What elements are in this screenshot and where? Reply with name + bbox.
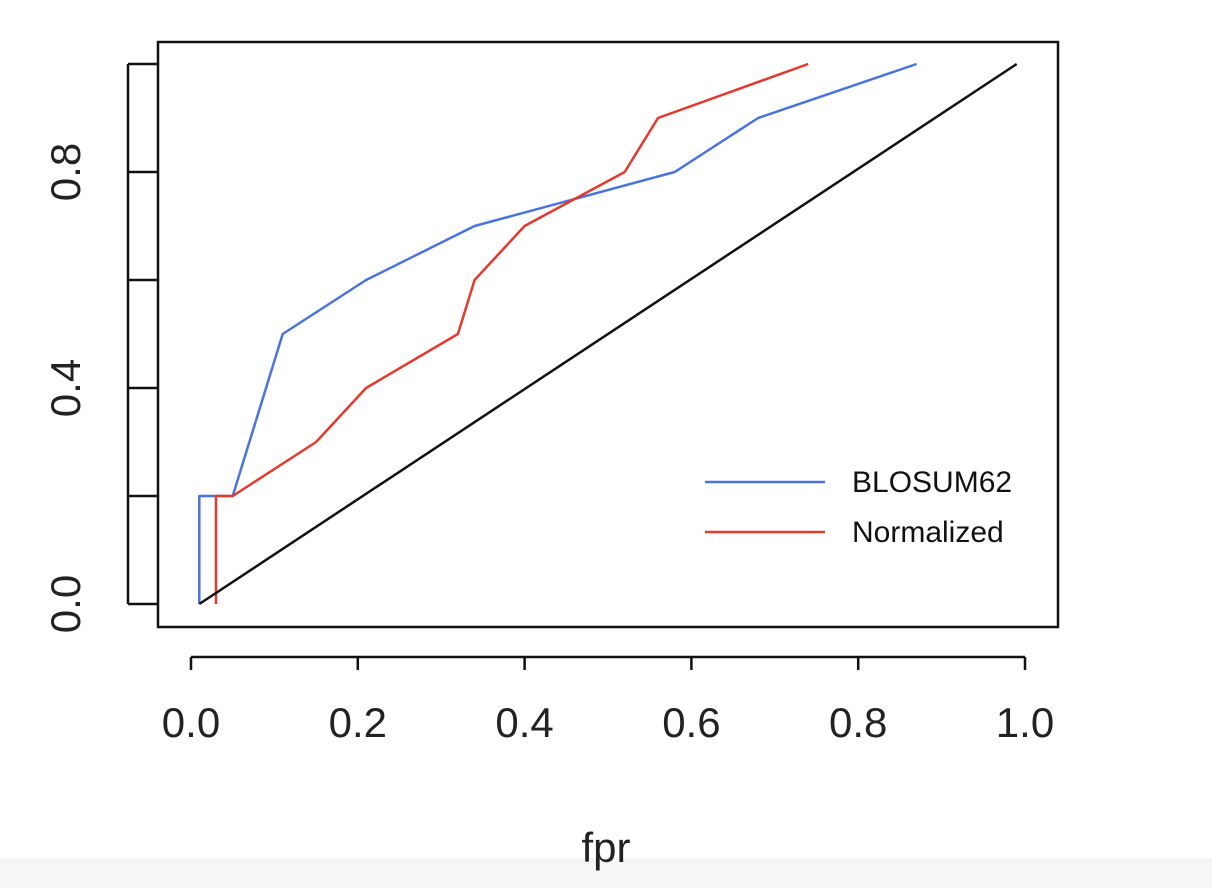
plot-frame xyxy=(156,40,1060,629)
x-tick-label: 0.0 xyxy=(162,699,220,746)
series-layer xyxy=(198,62,1018,606)
x-tick-label: 0.6 xyxy=(662,699,720,746)
series-line-diagonal xyxy=(198,62,1018,606)
x-tick-label: 1.0 xyxy=(996,699,1054,746)
legend: BLOSUM62 Normalized xyxy=(705,466,1012,549)
series-line-normalized xyxy=(214,62,809,604)
x-axis-label: fpr xyxy=(581,824,630,871)
bottom-band xyxy=(0,858,1212,888)
y-tick-label: 0.0 xyxy=(42,575,89,633)
y-tick-label: 0.8 xyxy=(42,143,89,201)
legend-label-blosum62: BLOSUM62 xyxy=(852,466,1012,499)
y-axis: 0.0 0.4 0.8 xyxy=(42,62,158,633)
x-tick-label: 0.4 xyxy=(495,699,553,746)
legend-label-normalized: Normalized xyxy=(852,516,1004,549)
series-line-blosum62 xyxy=(198,62,918,604)
x-tick-label: 0.2 xyxy=(329,699,387,746)
x-tick-label: 0.8 xyxy=(829,699,887,746)
y-tick-label: 0.4 xyxy=(42,359,89,417)
x-axis: 0.0 0.2 0.4 0.6 0.8 1.0 xyxy=(162,655,1054,746)
